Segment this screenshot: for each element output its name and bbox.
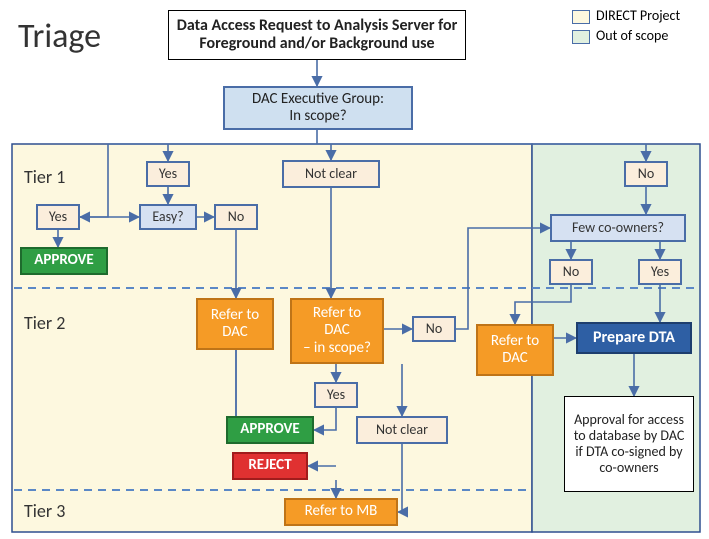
request-text: Data Access Request to Analysis Server f… — [175, 17, 459, 54]
request-box: Data Access Request to Analysis Server f… — [168, 10, 466, 60]
no-text-top: No — [638, 166, 654, 182]
fewco-text: Few co-owners? — [572, 220, 664, 236]
legend-swatch-direct — [572, 10, 590, 24]
refer2-text: Refer to DAC – in scope? — [303, 305, 371, 357]
few-no-box: No — [549, 259, 593, 285]
mid-no-box: No — [412, 316, 456, 342]
legend-label-outscope: Out of scope — [596, 27, 668, 44]
few-yes-box: Yes — [638, 259, 682, 285]
few-yes-text: Yes — [651, 264, 669, 280]
reject-text: REJECT — [248, 457, 291, 474]
reject-box: REJECT — [232, 452, 308, 480]
few-no-text: No — [563, 264, 579, 280]
refer-mb-box: Refer to MB — [284, 498, 398, 526]
tier3-label: Tier 3 — [24, 500, 65, 522]
notclear2-text: Not clear — [376, 422, 428, 438]
approve-box-tier1: APPROVE — [20, 247, 108, 275]
no-box-easy: No — [214, 204, 258, 230]
yes-text-easy: Yes — [49, 209, 67, 225]
legend-label-direct: DIRECT Project — [596, 7, 680, 24]
approval-note-text: Approval for access to database by DAC i… — [571, 412, 687, 476]
approve2-text: APPROVE — [240, 421, 299, 438]
not-clear-box-tier1: Not clear — [282, 160, 380, 188]
no-box-top: No — [624, 161, 668, 187]
prepare-dta-box: Prepare DTA — [576, 322, 692, 354]
diagram-title: Triage — [18, 16, 101, 57]
refermb-text: Refer to MB — [305, 503, 378, 520]
mid-yes-text: Yes — [327, 387, 345, 403]
exec-group-box: DAC Executive Group: In scope? — [223, 86, 413, 130]
tier2-label: Tier 2 — [24, 312, 65, 334]
yes-box-tier1: Yes — [146, 161, 190, 187]
refer-dac-box-2: Refer to DAC – in scope? — [290, 298, 384, 364]
refer3-text: Refer to DAC — [491, 333, 539, 368]
approve-box-tier2: APPROVE — [226, 416, 314, 444]
not-clear-box-tier2: Not clear — [356, 416, 448, 444]
easy-text: Easy? — [152, 209, 183, 225]
no-text-easy: No — [228, 209, 244, 225]
mid-no-text: No — [426, 321, 442, 337]
notclear-text-1: Not clear — [305, 166, 357, 182]
approval-note-box: Approval for access to database by DAC i… — [564, 396, 694, 492]
mid-yes-box: Yes — [314, 382, 358, 408]
prepare-text: Prepare DTA — [593, 329, 675, 347]
few-coowners-box: Few co-owners? — [550, 214, 686, 242]
legend-swatch-outscope — [572, 30, 590, 44]
yes-text: Yes — [159, 166, 177, 182]
refer-dac-box-3: Refer to DAC — [476, 324, 554, 376]
refer-dac-box-1: Refer to DAC — [196, 298, 274, 350]
tier1-label: Tier 1 — [24, 166, 65, 188]
refer1-text: Refer to DAC — [211, 307, 259, 342]
easy-box: Easy? — [139, 204, 197, 230]
exec-group-text: DAC Executive Group: In scope? — [252, 91, 384, 126]
yes-box-easy: Yes — [36, 204, 80, 230]
approve-text-tier1: APPROVE — [34, 252, 93, 269]
